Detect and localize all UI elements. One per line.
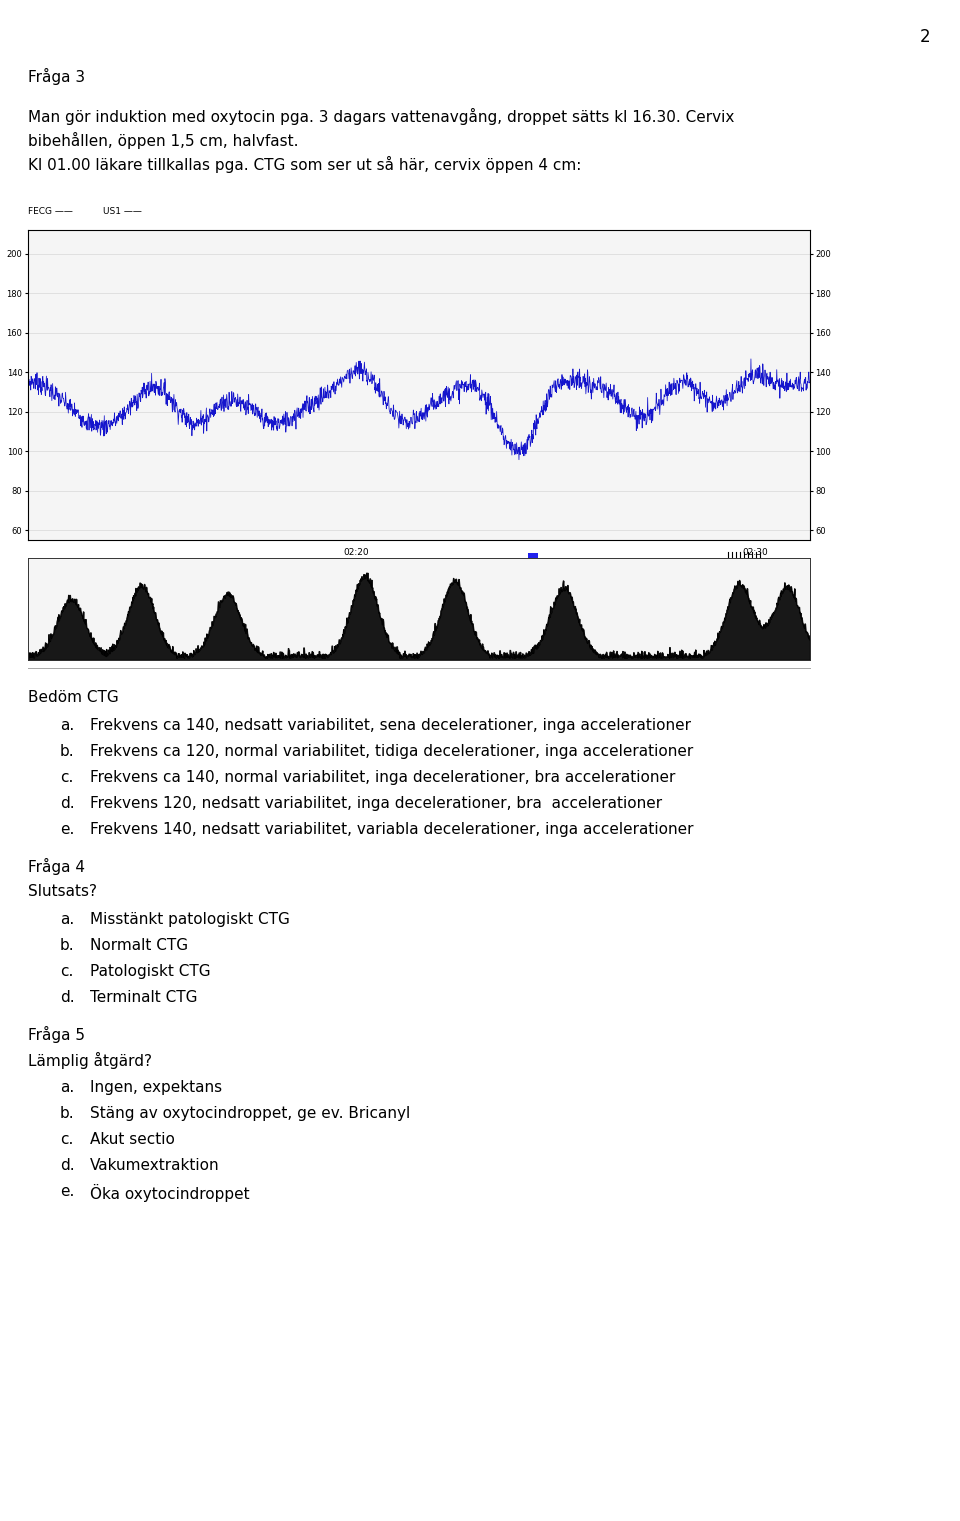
- Text: bibehållen, öppen 1,5 cm, halvfast.: bibehållen, öppen 1,5 cm, halvfast.: [28, 132, 299, 149]
- Text: a.: a.: [60, 913, 74, 926]
- Text: Fråga 5: Fråga 5: [28, 1027, 85, 1043]
- Text: 02:20: 02:20: [344, 548, 370, 557]
- Text: c.: c.: [60, 964, 73, 980]
- Text: b.: b.: [60, 938, 75, 954]
- Text: Akut sectio: Akut sectio: [90, 1132, 175, 1147]
- Text: b.: b.: [60, 1106, 75, 1121]
- Text: Kl 01.00 läkare tillkallas pga. CTG som ser ut så här, cervix öppen 4 cm:: Kl 01.00 läkare tillkallas pga. CTG som …: [28, 157, 582, 173]
- Text: Vakumextraktion: Vakumextraktion: [90, 1157, 220, 1173]
- Text: Öka oxytocindroppet: Öka oxytocindroppet: [90, 1183, 250, 1202]
- Text: Fråga 4: Fråga 4: [28, 858, 85, 875]
- Text: Normalt CTG: Normalt CTG: [90, 938, 188, 954]
- Text: Ingen, expektans: Ingen, expektans: [90, 1080, 222, 1095]
- Text: d.: d.: [60, 990, 75, 1005]
- Text: 2: 2: [920, 27, 930, 46]
- Text: 2010-10-0c: 2010-10-0c: [730, 560, 781, 569]
- Text: Stäng av oxytocindroppet, ge ev. Bricanyl: Stäng av oxytocindroppet, ge ev. Bricany…: [90, 1106, 410, 1121]
- Bar: [528, 554, 539, 558]
- Text: US1 ——: US1 ——: [103, 207, 142, 216]
- Text: Terminalt CTG: Terminalt CTG: [90, 990, 198, 1005]
- Text: d.: d.: [60, 795, 75, 811]
- Text: Frekvens ca 140, nedsatt variabilitet, sena decelerationer, inga accelerationer: Frekvens ca 140, nedsatt variabilitet, s…: [90, 718, 691, 733]
- Text: Frekvens 140, nedsatt variabilitet, variabla decelerationer, inga accelerationer: Frekvens 140, nedsatt variabilitet, vari…: [90, 821, 693, 837]
- Text: a.: a.: [60, 1080, 74, 1095]
- Text: d.: d.: [60, 1157, 75, 1173]
- Text: e.: e.: [60, 821, 74, 837]
- Text: Frekvens ca 140, normal variabilitet, inga decelerationer, bra accelerationer: Frekvens ca 140, normal variabilitet, in…: [90, 770, 676, 785]
- Text: b.: b.: [60, 744, 75, 759]
- Text: Misstänkt patologiskt CTG: Misstänkt patologiskt CTG: [90, 913, 290, 926]
- Text: 2010-10-09: 2010-10-09: [330, 560, 383, 569]
- Text: FECG ——: FECG ——: [28, 207, 73, 216]
- Text: Man gör induktion med oxytocin pga. 3 dagars vattenavgång, droppet sätts kl 16.3: Man gör induktion med oxytocin pga. 3 da…: [28, 108, 734, 125]
- Text: a.: a.: [60, 718, 74, 733]
- Text: Lämplig åtgärd?: Lämplig åtgärd?: [28, 1053, 152, 1069]
- Text: 02:30: 02:30: [742, 548, 768, 557]
- Text: Frekvens ca 120, normal variabilitet, tidiga decelerationer, inga accelerationer: Frekvens ca 120, normal variabilitet, ti…: [90, 744, 693, 759]
- Text: Slutsats?: Slutsats?: [28, 884, 97, 899]
- Text: Patologiskt CTG: Patologiskt CTG: [90, 964, 210, 980]
- Text: Frekvens 120, nedsatt variabilitet, inga decelerationer, bra  accelerationer: Frekvens 120, nedsatt variabilitet, inga…: [90, 795, 662, 811]
- Text: e.: e.: [60, 1183, 74, 1199]
- Text: Fråga 3: Fråga 3: [28, 68, 85, 85]
- Text: Bedöm CTG: Bedöm CTG: [28, 691, 119, 706]
- Text: c.: c.: [60, 770, 73, 785]
- Text: c.: c.: [60, 1132, 73, 1147]
